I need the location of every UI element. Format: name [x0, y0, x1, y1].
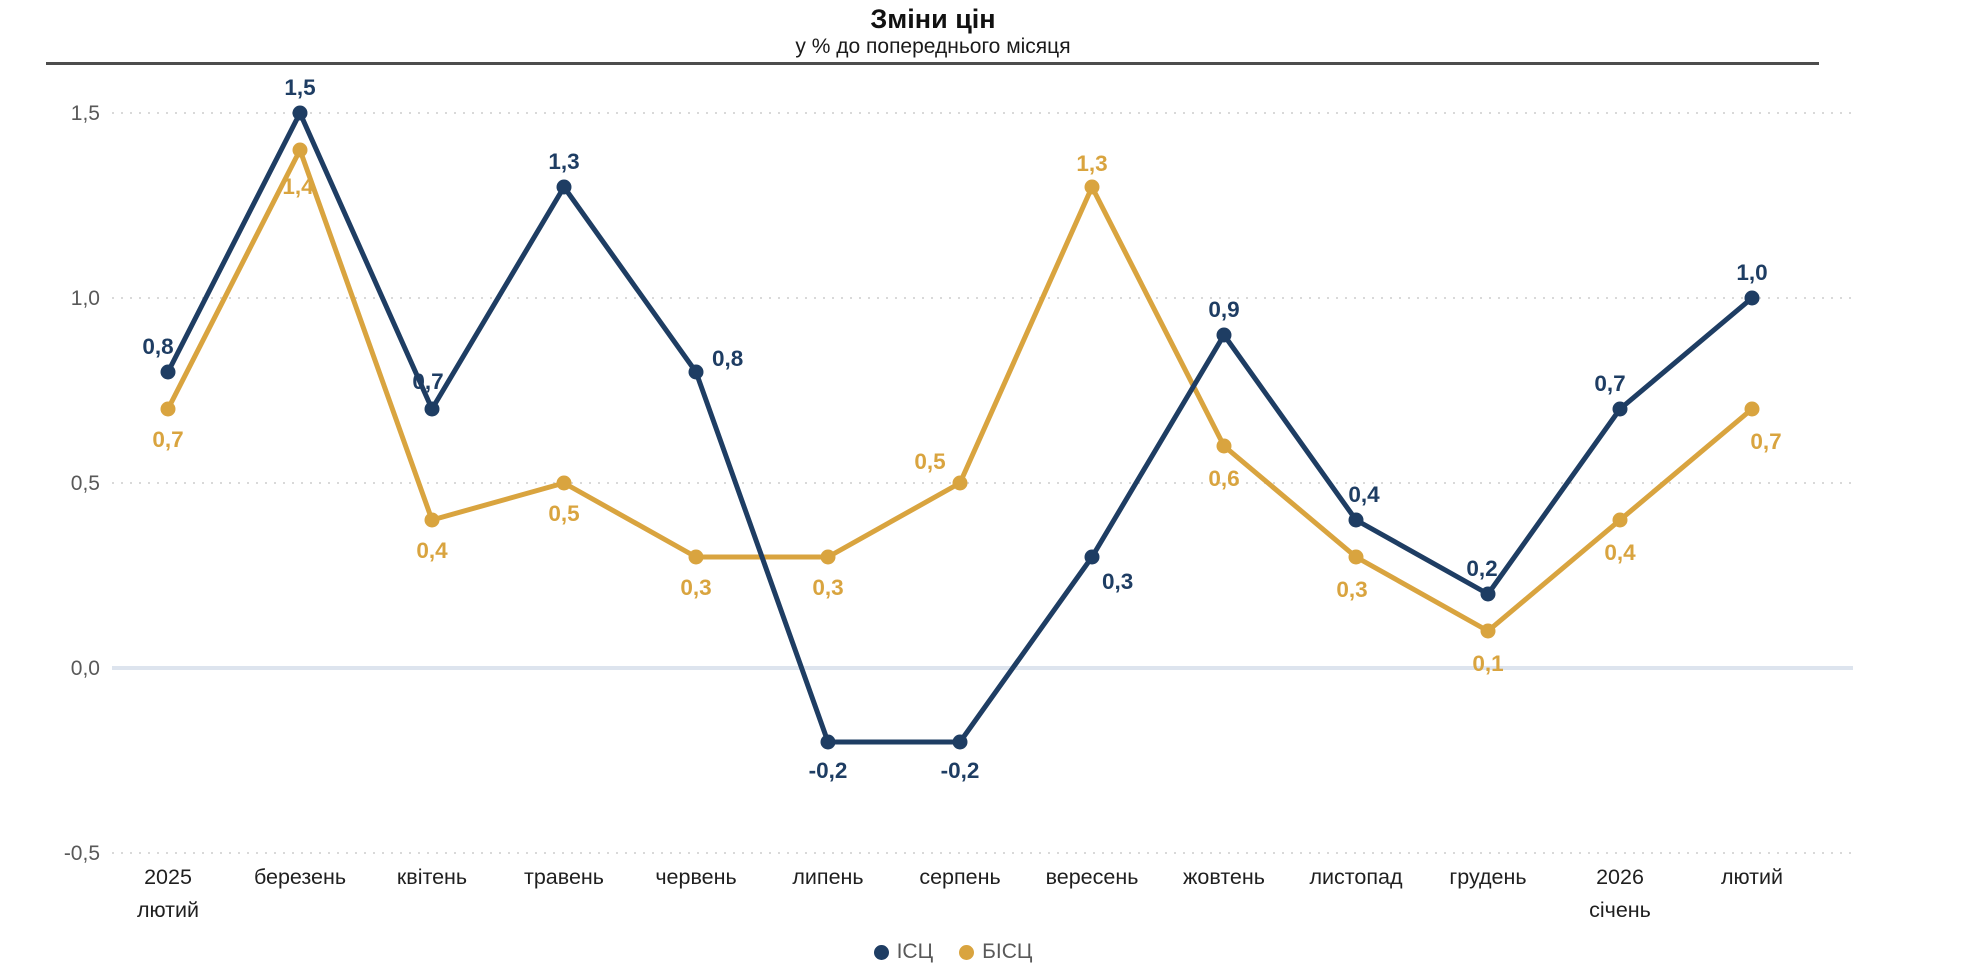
data-point-label-БІСЦ: 0,3	[812, 575, 843, 600]
data-point-ІСЦ	[1480, 586, 1496, 602]
data-point-БІСЦ	[292, 142, 308, 158]
x-axis-category-label: березень	[254, 865, 346, 889]
data-point-БІСЦ	[556, 475, 572, 491]
data-point-БІСЦ	[820, 549, 836, 565]
data-point-label-ІСЦ: 0,9	[1208, 297, 1239, 322]
y-axis-tick-label: 0,0	[71, 657, 100, 680]
data-point-label-ІСЦ: 0,4	[1348, 482, 1380, 507]
data-point-БІСЦ	[952, 475, 968, 491]
x-axis-category-label: лютий	[137, 898, 199, 922]
data-point-label-ІСЦ: 0,8	[142, 334, 173, 359]
data-point-БІСЦ	[160, 401, 176, 417]
data-point-ІСЦ	[1084, 549, 1100, 565]
x-axis-category-label: серпень	[919, 865, 1000, 889]
data-point-ІСЦ	[424, 401, 440, 417]
chart-header: Зміни цін у % до попереднього місяця	[0, 4, 1866, 60]
legend-item-bicp: БІСЦ	[959, 940, 1032, 964]
y-axis-tick-label: 0,5	[71, 472, 100, 495]
data-point-label-ІСЦ: -0,2	[809, 758, 848, 783]
data-point-label-ІСЦ: 1,0	[1736, 260, 1767, 285]
data-point-label-БІСЦ: 1,4	[282, 174, 314, 199]
data-point-label-БІСЦ: 0,3	[1336, 577, 1367, 602]
x-axis-category-label: квітень	[397, 865, 467, 889]
data-point-ІСЦ	[1612, 401, 1628, 417]
data-point-label-БІСЦ: 0,7	[152, 427, 183, 452]
data-point-БІСЦ	[1084, 179, 1100, 195]
x-axis-category-label: вересень	[1046, 865, 1139, 889]
data-point-label-БІСЦ: 0,1	[1472, 651, 1503, 676]
data-point-БІСЦ	[1216, 438, 1232, 454]
data-point-БІСЦ	[1612, 512, 1628, 528]
data-point-ІСЦ	[1348, 512, 1364, 528]
data-point-label-ІСЦ: 1,5	[284, 75, 315, 100]
data-point-label-БІСЦ: 0,5	[548, 501, 579, 526]
legend-label-bicp: БІСЦ	[982, 940, 1033, 963]
data-point-ІСЦ	[688, 364, 704, 380]
data-point-ІСЦ	[820, 734, 836, 750]
y-axis-tick-label: -0,5	[64, 842, 100, 865]
data-point-label-БІСЦ: 0,5	[914, 449, 945, 474]
data-point-ІСЦ	[556, 179, 572, 195]
y-axis-tick-label: 1,0	[71, 287, 100, 310]
data-point-БІСЦ	[1744, 401, 1760, 417]
data-point-label-БІСЦ: 0,4	[416, 538, 448, 563]
chart-legend: ІСЦ БІСЦ	[0, 940, 1906, 964]
data-point-label-ІСЦ: 0,7	[412, 369, 443, 394]
bicp-legend-dot-icon	[959, 944, 975, 960]
data-point-ІСЦ	[952, 734, 968, 750]
data-point-label-БІСЦ: 0,7	[1750, 429, 1781, 454]
x-axis-category-label: 2025	[144, 865, 192, 889]
data-point-label-ІСЦ: 0,2	[1466, 556, 1497, 581]
data-point-label-ІСЦ: 0,7	[1594, 371, 1625, 396]
legend-item-icp: ІСЦ	[873, 940, 934, 964]
x-axis-category-label: січень	[1589, 898, 1651, 922]
data-point-ІСЦ	[1216, 327, 1232, 343]
x-axis-category-label: лютий	[1721, 865, 1783, 889]
data-point-label-ІСЦ: 0,8	[712, 346, 743, 371]
data-point-label-ІСЦ: 0,3	[1102, 569, 1133, 594]
data-point-label-БІСЦ: 0,4	[1604, 540, 1636, 565]
legend-label-icp: ІСЦ	[896, 940, 934, 963]
y-axis-tick-label: 1,5	[71, 102, 100, 125]
x-axis-category-label: липень	[792, 865, 863, 889]
chart-title: Зміни цін	[870, 4, 996, 34]
data-point-БІСЦ	[688, 549, 704, 565]
icp-legend-dot-icon	[873, 944, 889, 960]
data-point-БІСЦ	[1480, 623, 1496, 639]
x-axis-category-label: грудень	[1449, 865, 1526, 889]
data-point-БІСЦ	[1348, 549, 1364, 565]
data-point-ІСЦ	[160, 364, 176, 380]
x-axis-category-label: листопад	[1309, 865, 1402, 889]
data-point-label-БІСЦ: 0,6	[1208, 466, 1239, 491]
x-axis-category-label: травень	[524, 865, 604, 889]
x-axis-category-label: червень	[655, 865, 736, 889]
data-point-label-БІСЦ: 0,3	[680, 575, 711, 600]
data-point-ІСЦ	[292, 105, 308, 121]
x-axis-category-label: 2026	[1596, 865, 1644, 889]
chart-subtitle: у % до попереднього місяця	[795, 35, 1071, 58]
data-point-label-БІСЦ: 1,3	[1076, 151, 1107, 176]
data-point-ІСЦ	[1744, 290, 1760, 306]
data-point-label-ІСЦ: 1,3	[548, 149, 579, 174]
x-axis-category-label: жовтень	[1183, 865, 1265, 889]
data-point-label-ІСЦ: -0,2	[941, 758, 980, 783]
series-line-ІСЦ	[165, 110, 1755, 745]
data-point-БІСЦ	[424, 512, 440, 528]
header-divider	[46, 62, 1819, 65]
